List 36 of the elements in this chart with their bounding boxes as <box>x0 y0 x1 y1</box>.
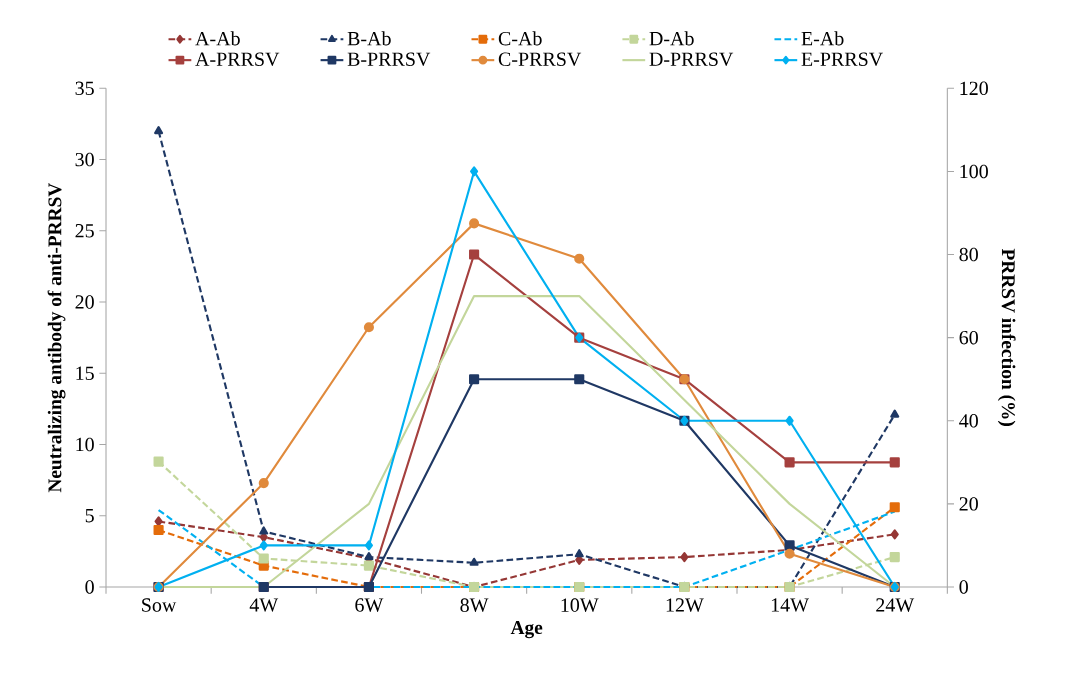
x-tick-label: 8W <box>460 598 489 612</box>
legend-label: A-Ab <box>195 31 240 46</box>
x-tick-label: 24W <box>876 598 915 612</box>
legend-label: D-PRRSV <box>649 52 734 67</box>
y-tick-label: 25 <box>75 224 94 238</box>
y-tick-label: 35 <box>75 81 94 96</box>
legend-label: C-Ab <box>498 31 542 46</box>
x-tick-label: 4W <box>249 598 279 612</box>
y2-tick-label: 120 <box>960 81 988 96</box>
legend-label: C-PRRSV <box>498 52 582 67</box>
y-tick-label: 5 <box>85 509 94 523</box>
x-tick-label: 6W <box>355 598 384 612</box>
legend-label: E-Ab <box>801 31 844 46</box>
x-tick-label: Sow <box>142 598 177 612</box>
y2-tick-label: 0 <box>959 580 968 594</box>
y2-tick-label: 20 <box>959 497 978 511</box>
y2-axis-title: PRRSV infection (%) <box>997 248 1016 426</box>
legend-label: A-PRRSV <box>195 52 280 67</box>
x-tick-label: 12W <box>666 598 704 612</box>
y2-tick-label: 100 <box>960 164 988 179</box>
y-tick-label: 0 <box>85 580 94 594</box>
y-tick-label: 20 <box>75 295 94 309</box>
y-tick-label: 15 <box>76 366 94 380</box>
legend-label: B-PRRSV <box>347 52 431 67</box>
legend-label: E-PRRSV <box>801 52 883 67</box>
legend-label: B-Ab <box>347 31 391 46</box>
x-axis-title: Age <box>510 621 543 639</box>
y2-tick-label: 40 <box>959 414 978 428</box>
y2-tick-label: 60 <box>959 330 978 345</box>
y-tick-label: 30 <box>75 152 94 167</box>
x-tick-label: 14W <box>771 598 809 612</box>
y-axis-title: Neutralizing antibody of anti-PRRSV <box>47 182 66 493</box>
y-tick-label: 10 <box>76 437 94 452</box>
x-tick-label: 10W <box>561 598 599 612</box>
legend-label: D-Ab <box>649 31 694 46</box>
y2-tick-label: 80 <box>959 247 978 262</box>
